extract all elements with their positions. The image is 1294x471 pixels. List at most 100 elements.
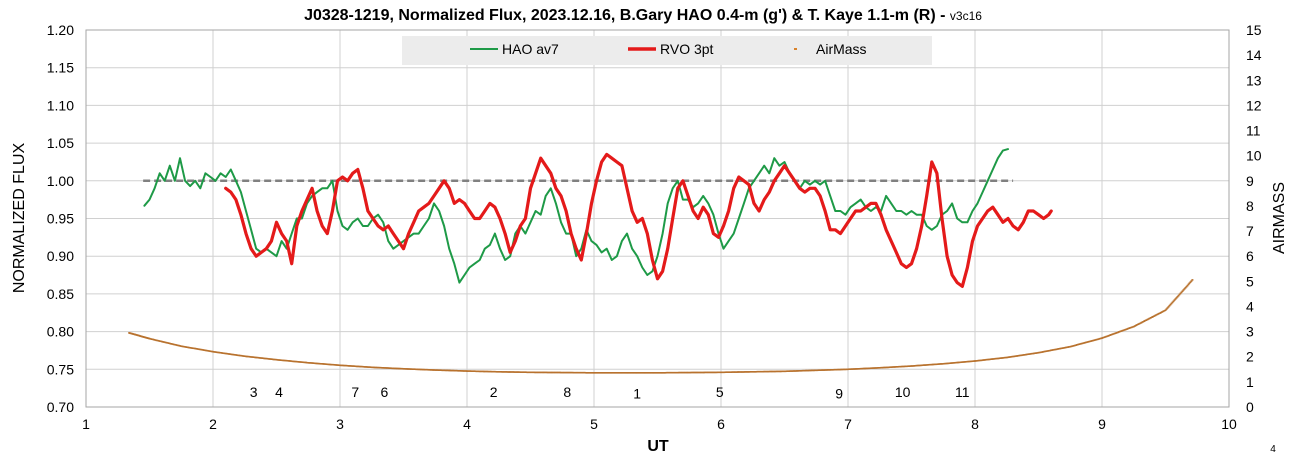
airmass-point — [501, 371, 504, 373]
airmass-point — [1016, 355, 1018, 357]
airmass-point — [1140, 321, 1143, 324]
airmass-point — [851, 368, 854, 370]
airmass-point — [814, 369, 817, 372]
airmass-point — [337, 364, 340, 366]
x-tick-label: 9 — [1098, 416, 1106, 432]
airmass-point — [833, 368, 836, 371]
airmass-point — [763, 370, 766, 373]
airmass-point — [611, 372, 614, 374]
airmass-point — [978, 359, 981, 362]
airmass-point — [655, 372, 658, 374]
airmass-point — [915, 364, 917, 367]
airmass-point — [742, 371, 745, 373]
airmass-point — [391, 367, 394, 370]
airmass-point — [189, 347, 192, 349]
airmass-point — [673, 371, 676, 374]
airmass-point — [639, 372, 642, 374]
airmass-point — [1086, 341, 1089, 343]
airmass-point — [453, 369, 456, 372]
x-tick-label: 6 — [717, 416, 725, 432]
airmass-point — [901, 365, 904, 368]
airmass-point — [1113, 332, 1116, 335]
airmass-point — [183, 346, 186, 348]
airmass-point — [157, 340, 160, 342]
airmass-point — [870, 367, 873, 369]
airmass-point — [1123, 329, 1126, 331]
airmass-point — [403, 368, 406, 370]
airmass-point — [1170, 302, 1173, 305]
airmass-point — [1122, 329, 1125, 332]
airmass-point — [741, 371, 744, 373]
airmass-point — [484, 370, 487, 373]
airmass-point — [652, 372, 654, 374]
airmass-point — [158, 340, 161, 342]
airmass-point — [1131, 326, 1134, 328]
corner-label: 4 — [1270, 444, 1276, 455]
airmass-point — [969, 360, 972, 363]
airmass-point — [227, 353, 230, 355]
airmass-point — [664, 372, 667, 374]
airmass-point — [1104, 336, 1107, 338]
airmass-point — [826, 369, 829, 371]
airmass-point — [988, 358, 991, 361]
airmass-point — [1138, 322, 1141, 325]
airmass-point — [562, 371, 565, 374]
airmass-point — [1072, 345, 1075, 347]
airmass-point — [766, 370, 769, 373]
airmass-point — [1056, 348, 1059, 350]
airmass-point — [726, 371, 729, 373]
airmass-point — [162, 341, 165, 343]
airmass-point — [1027, 353, 1030, 355]
airmass-point — [318, 362, 321, 365]
airmass-point — [496, 371, 499, 373]
airmass-point — [581, 371, 584, 374]
airmass-point — [841, 368, 844, 371]
airmass-point — [974, 360, 976, 362]
x-tick-label: 5 — [590, 416, 598, 432]
airmass-point — [1054, 348, 1057, 351]
airmass-point — [704, 371, 707, 374]
airmass-point — [964, 361, 967, 363]
airmass-point — [910, 365, 913, 367]
airmass-point — [919, 364, 922, 367]
airmass-point — [1022, 354, 1025, 356]
airmass-point — [856, 368, 859, 370]
airmass-point — [151, 338, 154, 341]
airmass-point — [269, 358, 272, 360]
airmass-point — [940, 363, 942, 365]
airmass-point — [366, 366, 369, 368]
airmass-point — [217, 351, 220, 354]
airmass-point — [1098, 337, 1101, 340]
airmass-point — [379, 366, 382, 369]
airmass-point — [1102, 336, 1105, 339]
airmass-point — [305, 361, 307, 364]
airmass-point — [746, 371, 749, 373]
airmass-point — [418, 368, 421, 371]
airmass-point — [739, 371, 742, 373]
airmass-point — [725, 371, 728, 373]
airmass-point — [451, 369, 454, 372]
y-tick-label: 1.20 — [47, 22, 74, 38]
airmass-point — [470, 370, 473, 372]
airmass-point — [439, 369, 442, 371]
airmass-point — [1006, 356, 1009, 359]
airmass-point — [645, 372, 648, 374]
airmass-point — [768, 370, 771, 373]
airmass-point — [148, 337, 151, 340]
airmass-point — [149, 338, 152, 340]
airmass-point — [952, 362, 955, 364]
airmass-point — [693, 371, 696, 374]
airmass-point — [260, 357, 263, 359]
airmass-point — [1137, 323, 1140, 325]
airmass-point — [603, 372, 606, 374]
airmass-point — [698, 371, 701, 374]
airmass-point — [620, 372, 623, 374]
legend-box — [402, 36, 932, 65]
airmass-point — [522, 371, 525, 373]
airmass-point — [945, 362, 948, 365]
airmass-point — [560, 371, 563, 374]
airmass-point — [289, 360, 292, 362]
airmass-point — [767, 370, 770, 373]
airmass-point — [853, 368, 856, 370]
airmass-point — [326, 363, 329, 366]
